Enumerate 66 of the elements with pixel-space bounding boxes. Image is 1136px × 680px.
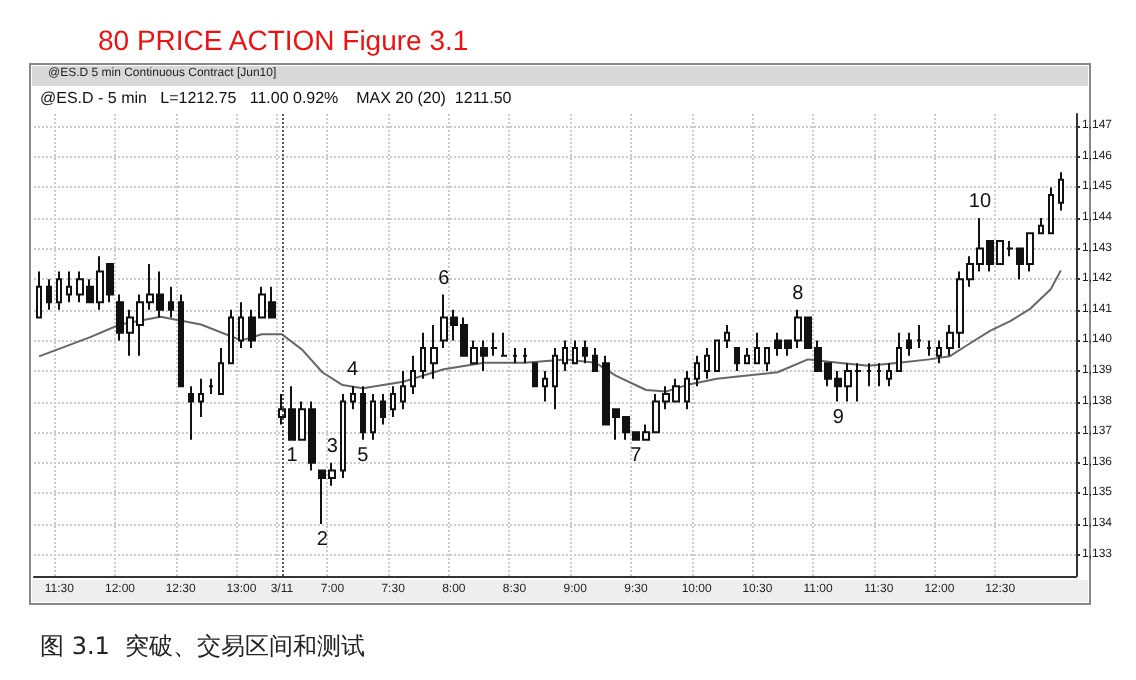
text: 10	[968, 191, 992, 214]
candlestick	[420, 331, 426, 380]
candlestick	[936, 339, 942, 365]
candlestick	[704, 347, 710, 380]
candlestick	[582, 339, 588, 365]
candlestick	[238, 301, 244, 350]
candlestick	[724, 324, 730, 350]
candlestick	[390, 385, 396, 418]
candlestick	[178, 293, 184, 388]
candlestick	[400, 370, 406, 411]
text: 1	[286, 444, 298, 467]
chart-subtitle: @ES.D - 5 min L=1212.75 11.00 0.92% MAX 20 (20) 1211.50	[40, 89, 513, 107]
candlestick	[886, 362, 892, 388]
text: 7	[630, 444, 642, 467]
candlestick	[188, 385, 194, 441]
candlestick	[198, 377, 204, 418]
candlestick	[1048, 186, 1054, 235]
text: 4	[347, 359, 359, 382]
candlestick	[572, 339, 578, 365]
candlestick	[208, 377, 214, 395]
candlestick	[168, 285, 174, 319]
candlestick	[764, 347, 770, 373]
candlestick	[410, 354, 416, 395]
candlestick	[744, 347, 750, 365]
text: 2	[316, 528, 328, 551]
candlestick	[734, 347, 740, 373]
candlestick	[430, 324, 438, 380]
candlestick	[360, 385, 366, 441]
candlestick	[916, 324, 922, 350]
candlestick	[36, 270, 42, 319]
candlestick	[1038, 217, 1044, 235]
candlestick	[1058, 171, 1064, 212]
candlestick	[46, 278, 52, 311]
text: 5	[357, 444, 369, 467]
candlestick	[694, 354, 700, 388]
candlestick	[56, 270, 62, 311]
line-series	[38, 269, 1062, 393]
candlestick	[896, 331, 902, 373]
candlestick	[522, 347, 528, 365]
candlestick	[500, 331, 508, 357]
candlestick	[340, 392, 346, 480]
candlestick	[66, 270, 72, 304]
candlestick	[380, 392, 386, 426]
text: 8	[792, 282, 804, 305]
text: 3	[326, 435, 338, 458]
candlestick	[350, 385, 356, 411]
candlestick	[228, 308, 234, 365]
candlestick	[532, 362, 538, 388]
candlestick	[592, 347, 598, 373]
candlestick	[370, 392, 376, 441]
candlestick	[926, 339, 932, 357]
candlestick	[512, 347, 518, 365]
candlestick	[876, 362, 882, 388]
candlestick	[754, 331, 760, 365]
candlestick	[552, 347, 558, 411]
candlestick	[906, 331, 912, 357]
candlestick	[684, 370, 690, 411]
candlestick	[866, 362, 872, 388]
chart-title: 80 PRICE ACTION Figure 3.1	[98, 24, 469, 56]
text: 6	[438, 267, 450, 290]
candlestick	[542, 370, 548, 403]
candlestick	[562, 339, 568, 373]
caption: 图 3.1 突破、交易区间和测试	[40, 632, 366, 660]
candlestick	[218, 347, 224, 395]
candlestick	[714, 339, 720, 373]
text: 9	[832, 406, 844, 429]
